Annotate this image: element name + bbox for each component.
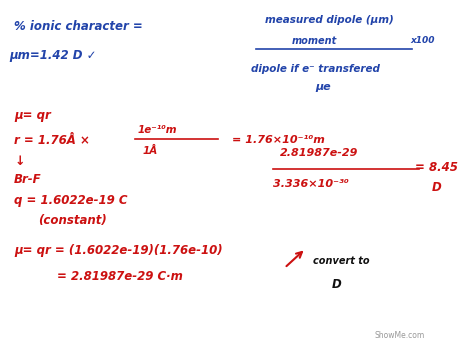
Text: ShowMe.com: ShowMe.com <box>374 331 425 340</box>
Text: 1Å: 1Å <box>142 146 157 156</box>
Text: μe: μe <box>315 82 331 92</box>
Text: μ= qr = (1.6022e-19)(1.76e-10): μ= qr = (1.6022e-19)(1.76e-10) <box>14 244 223 257</box>
Text: q = 1.6022e-19 C: q = 1.6022e-19 C <box>14 194 128 207</box>
Text: Br-F: Br-F <box>14 173 42 186</box>
Text: μ= qr: μ= qr <box>14 109 51 122</box>
Text: 3.336×10⁻³⁰: 3.336×10⁻³⁰ <box>273 179 348 189</box>
Text: dipole if e⁻ transfered: dipole if e⁻ transfered <box>251 64 380 74</box>
Text: 2.81987e-29: 2.81987e-29 <box>280 148 358 158</box>
Text: μm=1.42 D ✓: μm=1.42 D ✓ <box>9 49 97 61</box>
Text: r = 1.76Å ×: r = 1.76Å × <box>14 134 90 147</box>
Text: x100: x100 <box>410 36 435 45</box>
Text: = 8.45: = 8.45 <box>415 161 457 174</box>
Text: = 1.76×10⁻¹⁰m: = 1.76×10⁻¹⁰m <box>232 135 325 145</box>
Text: 1e⁻¹⁰m: 1e⁻¹⁰m <box>137 125 177 135</box>
Text: D: D <box>332 278 342 290</box>
Text: ↓: ↓ <box>14 155 25 168</box>
Text: measured dipole (μm): measured dipole (μm) <box>265 15 394 24</box>
Text: = 2.81987e-29 C·m: = 2.81987e-29 C·m <box>57 271 183 283</box>
Text: moment: moment <box>292 36 337 46</box>
Text: % ionic character =: % ionic character = <box>14 20 143 33</box>
Text: (constant): (constant) <box>38 214 107 227</box>
Text: convert to: convert to <box>313 256 369 266</box>
Text: D: D <box>431 181 441 194</box>
